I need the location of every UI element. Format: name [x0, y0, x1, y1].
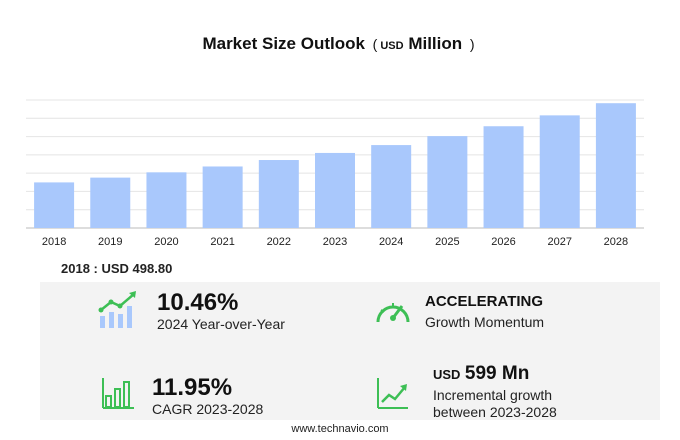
cagr-value: 11.95% — [152, 374, 233, 401]
x-tick-2025: 2025 — [435, 236, 459, 248]
bar-2020 — [146, 172, 187, 228]
bars — [34, 103, 636, 228]
bar-2019 — [90, 177, 131, 228]
momentum-value: ACCELERATING — [425, 293, 544, 310]
incremental-label-2: between 2023-2028 — [433, 404, 557, 420]
kpi-panel: 10.46% 2024 Year-over-Year ACCELERATING … — [40, 282, 660, 420]
x-tick-2027: 2027 — [547, 236, 571, 248]
kpi-incremental: USD 599 Mn Incremental growth between 20… — [433, 362, 557, 421]
x-tick-2024: 2024 — [379, 236, 403, 248]
kpi-momentum: ACCELERATING Growth Momentum — [425, 293, 544, 331]
incremental-label-1: Incremental growth — [433, 387, 553, 403]
momentum-icon-wrap — [373, 294, 413, 333]
title-unit-name: Million — [408, 34, 463, 53]
x-tick-2028: 2028 — [604, 236, 628, 248]
title-text: Market Size Outlook — [202, 34, 365, 53]
bar-2022 — [258, 160, 299, 228]
bar-2027 — [539, 115, 580, 228]
bar-2021 — [202, 166, 243, 228]
bar-2028 — [595, 103, 636, 228]
title-open-paren: ( — [372, 36, 378, 52]
bar-growth-icon — [98, 291, 136, 328]
yoy-label: 2024 Year-over-Year — [157, 316, 285, 332]
incremental-value: USD 599 Mn — [433, 362, 557, 387]
x-tick-2022: 2022 — [267, 236, 291, 248]
incremental-amount: 599 Mn — [464, 363, 530, 384]
bar-2018 — [34, 182, 75, 228]
x-tick-2020: 2020 — [154, 236, 178, 248]
incremental-currency: USD — [433, 367, 461, 382]
yoy-value: 10.46% — [157, 289, 239, 316]
x-tick-2023: 2023 — [323, 236, 347, 248]
bar-2025 — [427, 136, 468, 228]
x-tick-2021: 2021 — [210, 236, 234, 248]
cagr-label: CAGR 2023-2028 — [152, 401, 264, 417]
title-unit: USD — [380, 40, 404, 52]
momentum-label: Growth Momentum — [425, 314, 545, 330]
yoy-icon-wrap — [98, 290, 140, 335]
bar-chart-icon — [102, 378, 134, 409]
x-tick-labels: 2018 2019 2020 2021 2022 2023 2024 2025 2026 2027… — [42, 236, 628, 248]
chart-title: Market Size Outlook (USD Million ) — [0, 34, 680, 54]
title-close-paren: ) — [469, 36, 475, 52]
base-year-value: 2018 : USD 498.80 — [61, 261, 173, 276]
incremental-icon-wrap — [376, 376, 410, 415]
trend-line-icon — [377, 378, 408, 409]
footer-url: www.technavio.com — [291, 423, 389, 435]
bar-chart: 2018 2019 2020 2021 2022 2023 2024 2025 2026 2027… — [26, 99, 644, 248]
kpi-cagr: 11.95% CAGR 2023-2028 — [152, 375, 263, 418]
x-tick-2019: 2019 — [98, 236, 122, 248]
speedometer-icon — [376, 303, 410, 323]
x-tick-2026: 2026 — [491, 236, 515, 248]
bar-2023 — [315, 152, 355, 228]
kpi-yoy: 10.46% 2024 Year-over-Year — [157, 290, 285, 333]
bar-2026 — [483, 126, 524, 228]
cagr-icon-wrap — [102, 376, 136, 415]
x-tick-2018: 2018 — [42, 236, 66, 248]
bar-2024 — [371, 145, 412, 228]
